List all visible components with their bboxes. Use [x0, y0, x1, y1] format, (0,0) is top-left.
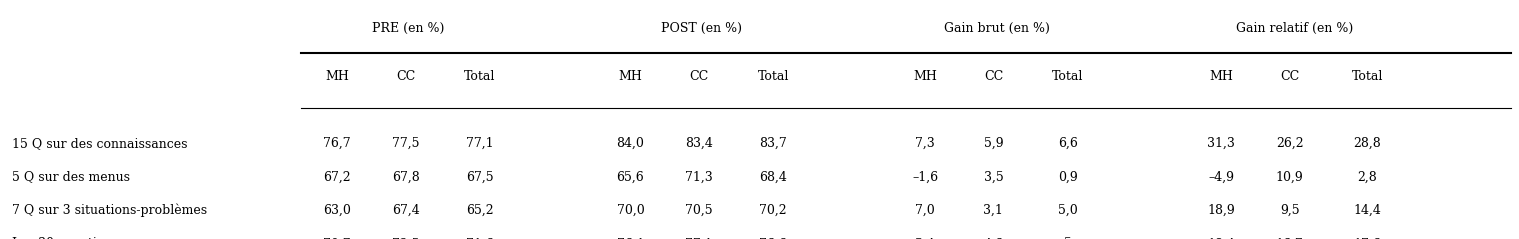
Text: 76,6: 76,6 — [760, 237, 787, 239]
Text: Gain brut (en %): Gain brut (en %) — [943, 22, 1050, 35]
Text: 5 Q sur des menus: 5 Q sur des menus — [12, 170, 131, 183]
Text: 70,0: 70,0 — [617, 204, 644, 217]
Text: Total: Total — [758, 70, 788, 83]
Text: 28,8: 28,8 — [1353, 137, 1381, 150]
Text: 7,3: 7,3 — [914, 137, 936, 150]
Text: 77,5: 77,5 — [392, 137, 419, 150]
Text: 10,9: 10,9 — [1276, 170, 1303, 183]
Text: 14,4: 14,4 — [1353, 204, 1381, 217]
Text: 67,2: 67,2 — [324, 170, 351, 183]
Text: 5,9: 5,9 — [984, 137, 1003, 150]
Text: 6,6: 6,6 — [1057, 137, 1078, 150]
Text: 71,6: 71,6 — [466, 237, 494, 239]
Text: 72,5: 72,5 — [392, 237, 419, 239]
Text: CC: CC — [690, 70, 708, 83]
Text: 83,7: 83,7 — [760, 137, 787, 150]
Text: 2,8: 2,8 — [1356, 170, 1378, 183]
Text: PRE (en %): PRE (en %) — [372, 22, 445, 35]
Text: 77,1: 77,1 — [685, 237, 712, 239]
Text: 7 Q sur 3 situations-problèmes: 7 Q sur 3 situations-problèmes — [12, 204, 207, 217]
Text: 0,9: 0,9 — [1057, 170, 1078, 183]
Text: 5,4: 5,4 — [914, 237, 936, 239]
Text: 67,8: 67,8 — [392, 170, 419, 183]
Text: 17,6: 17,6 — [1353, 237, 1381, 239]
Text: 68,4: 68,4 — [760, 170, 787, 183]
Text: Total: Total — [1352, 70, 1382, 83]
Text: 5: 5 — [1063, 237, 1072, 239]
Text: 70,7: 70,7 — [324, 237, 351, 239]
Text: 76,7: 76,7 — [324, 137, 351, 150]
Text: CC: CC — [1281, 70, 1299, 83]
Text: 70,2: 70,2 — [760, 204, 787, 217]
Text: CC: CC — [984, 70, 1003, 83]
Text: 18,4: 18,4 — [1208, 237, 1235, 239]
Text: 63,0: 63,0 — [324, 204, 351, 217]
Text: 31,3: 31,3 — [1208, 137, 1235, 150]
Text: 76,1: 76,1 — [617, 237, 644, 239]
Text: 83,4: 83,4 — [685, 137, 712, 150]
Text: Les 30 questions: Les 30 questions — [12, 237, 118, 239]
Text: MH: MH — [913, 70, 937, 83]
Text: 84,0: 84,0 — [617, 137, 644, 150]
Text: 77,1: 77,1 — [466, 137, 494, 150]
Text: 71,3: 71,3 — [685, 170, 712, 183]
Text: Total: Total — [465, 70, 495, 83]
Text: –4,9: –4,9 — [1208, 170, 1235, 183]
Text: MH: MH — [325, 70, 349, 83]
Text: 65,2: 65,2 — [466, 204, 494, 217]
Text: 67,5: 67,5 — [466, 170, 494, 183]
Text: MH: MH — [618, 70, 643, 83]
Text: POST (en %): POST (en %) — [661, 22, 743, 35]
Text: 18,9: 18,9 — [1208, 204, 1235, 217]
Text: 67,4: 67,4 — [392, 204, 419, 217]
Text: MH: MH — [1209, 70, 1233, 83]
Text: 4,6: 4,6 — [983, 237, 1004, 239]
Text: 26,2: 26,2 — [1276, 137, 1303, 150]
Text: 65,6: 65,6 — [617, 170, 644, 183]
Text: 5,0: 5,0 — [1057, 204, 1078, 217]
Text: 15 Q sur des connaissances: 15 Q sur des connaissances — [12, 137, 188, 150]
Text: CC: CC — [396, 70, 415, 83]
Text: 70,5: 70,5 — [685, 204, 712, 217]
Text: 16,7: 16,7 — [1276, 237, 1303, 239]
Text: –1,6: –1,6 — [911, 170, 939, 183]
Text: Total: Total — [1053, 70, 1083, 83]
Text: 9,5: 9,5 — [1281, 204, 1299, 217]
Text: 3,5: 3,5 — [983, 170, 1004, 183]
Text: 7,0: 7,0 — [914, 204, 936, 217]
Text: Gain relatif (en %): Gain relatif (en %) — [1235, 22, 1353, 35]
Text: 3,1: 3,1 — [983, 204, 1004, 217]
